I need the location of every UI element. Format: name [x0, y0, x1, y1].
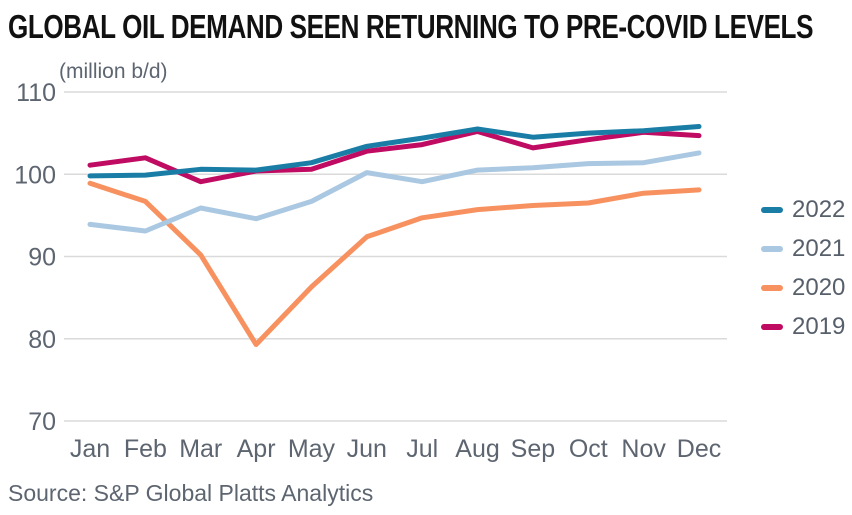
x-tick-label-sep: Sep: [511, 435, 555, 463]
legend-item-2020: 2020: [761, 275, 845, 301]
legend-item-2022: 2022: [761, 197, 845, 223]
y-tick-label-70: 70: [28, 408, 56, 436]
y-tick-label-90: 90: [28, 244, 56, 272]
legend-swatch-2022: [761, 207, 783, 213]
legend-swatch-2021: [761, 246, 783, 252]
legend-label-2021: 2021: [792, 235, 846, 262]
source-attribution: Source: S&P Global Platts Analytics: [8, 480, 374, 506]
x-tick-label-nov: Nov: [621, 435, 666, 463]
x-tick-label-jan: Jan: [70, 435, 110, 463]
legend-swatch-2020: [761, 285, 783, 291]
legend-label-2019: 2019: [792, 313, 846, 340]
legend-item-2019: 2019: [761, 314, 845, 340]
x-tick-label-apr: Apr: [237, 435, 276, 463]
x-tick-label-feb: Feb: [124, 435, 167, 463]
x-tick-label-may: May: [288, 435, 336, 463]
series-line-2021: [87, 150, 702, 234]
legend-label-2022: 2022: [792, 196, 846, 223]
x-tick-label-dec: Dec: [677, 435, 721, 463]
series-line-2019: [87, 129, 702, 185]
x-tick-label-oct: Oct: [569, 435, 608, 463]
x-tick-label-jul: Jul: [406, 435, 438, 463]
legend-swatch-2019: [761, 324, 783, 330]
chart-title: GLOBAL OIL DEMAND SEEN RETURNING TO PRE-…: [8, 8, 814, 45]
legend-label-2020: 2020: [792, 274, 846, 301]
x-tick-label-mar: Mar: [179, 435, 222, 463]
legend-item-2021: 2021: [761, 236, 845, 262]
series-line-2022: [87, 124, 702, 179]
y-tick-label-110: 110: [16, 79, 56, 107]
y-tick-label-80: 80: [28, 326, 56, 354]
y-tick-label-100: 100: [14, 161, 56, 189]
y-axis-units-label: (million b/d): [59, 60, 168, 83]
series-line-2020: [87, 180, 702, 347]
x-tick-label-jun: Jun: [347, 435, 387, 463]
x-tick-label-aug: Aug: [455, 435, 499, 463]
legend: 2022 2021 2020 2019: [761, 197, 845, 353]
